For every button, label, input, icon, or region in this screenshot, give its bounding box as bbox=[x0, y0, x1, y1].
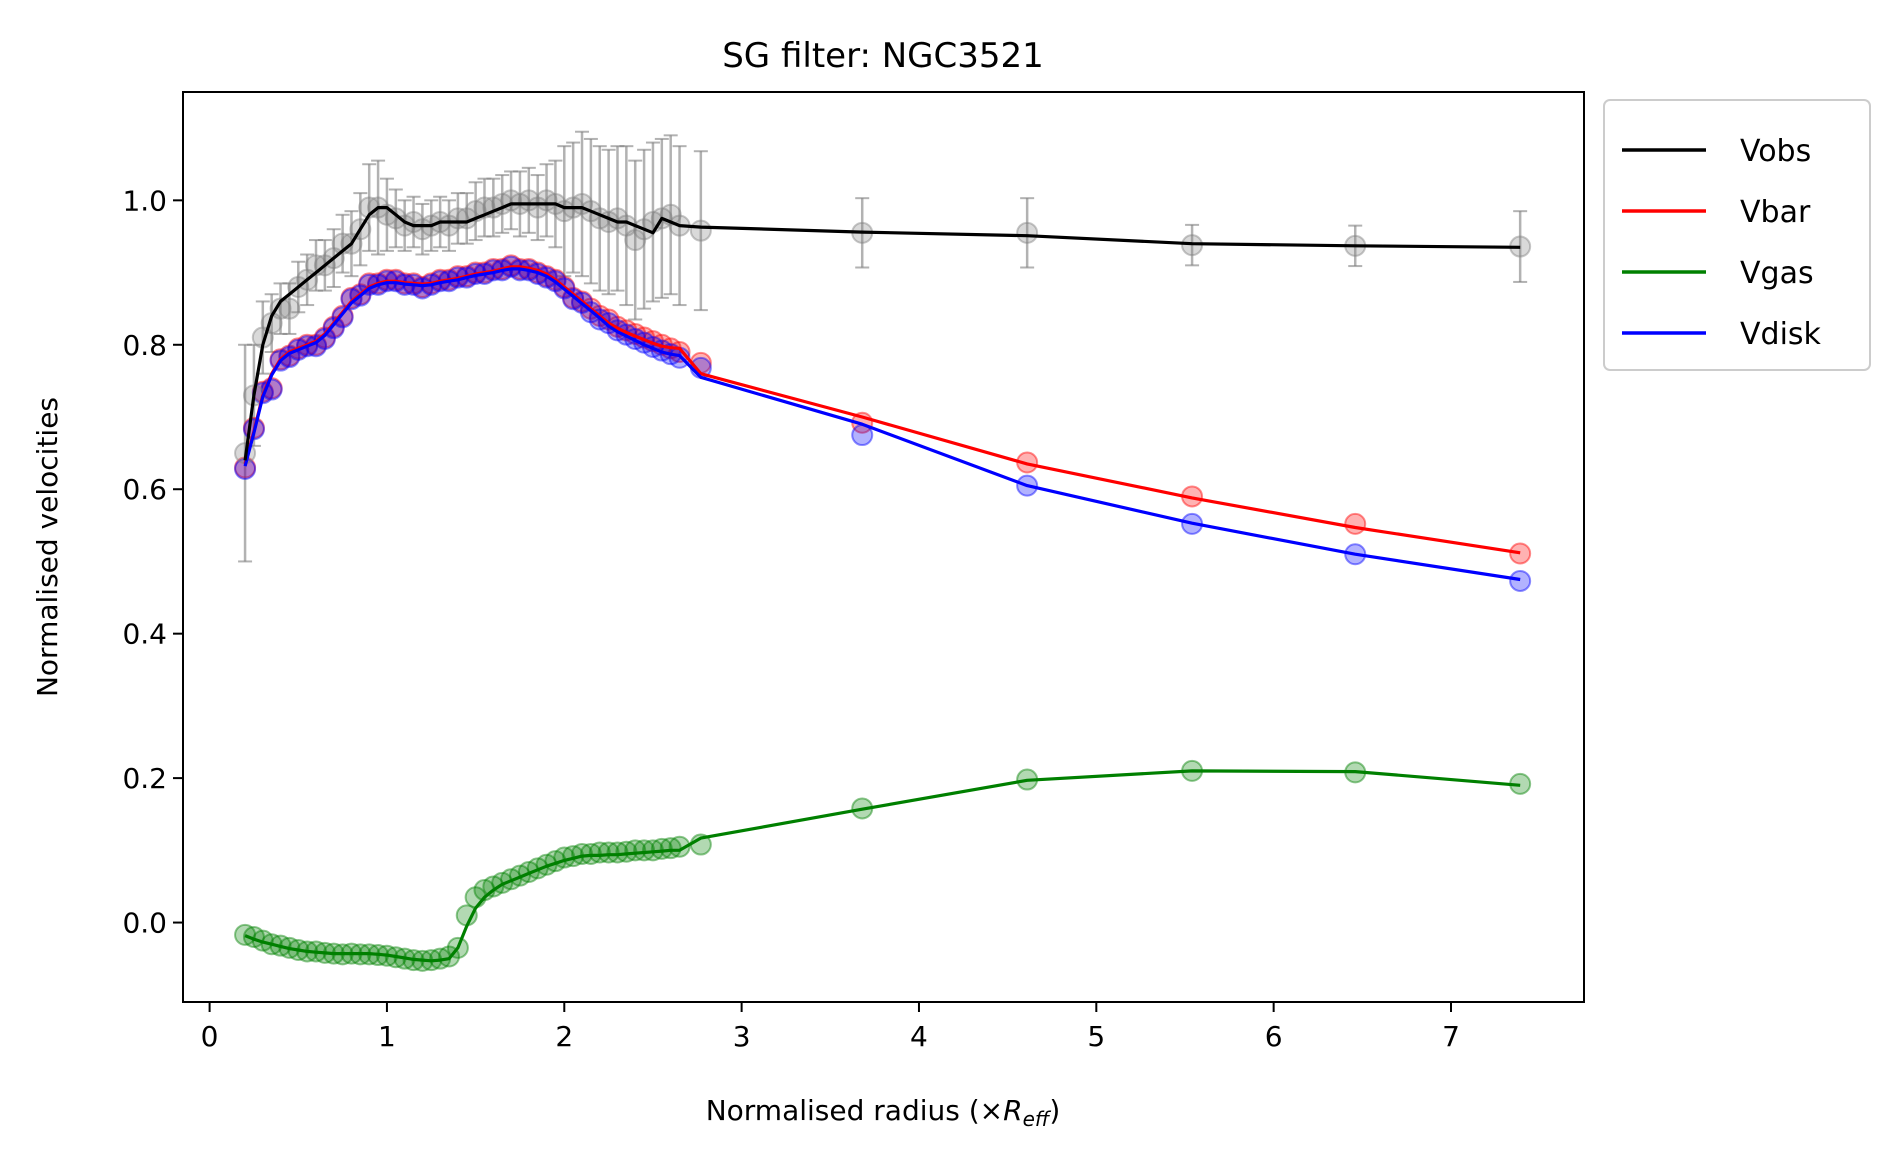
vobs-line bbox=[243, 202, 1521, 461]
y-tick-label: 0.0 bbox=[122, 907, 167, 940]
legend-label-vobs: Vobs bbox=[1740, 134, 1811, 169]
vobs-point bbox=[1016, 221, 1039, 244]
x-tick-label: 7 bbox=[1442, 1020, 1460, 1053]
vgas-line bbox=[244, 769, 1521, 963]
plot-area bbox=[234, 130, 1532, 972]
legend-label-vdisk: Vdisk bbox=[1740, 317, 1822, 352]
x-tick-label: 6 bbox=[1265, 1020, 1283, 1053]
vdisk-line bbox=[243, 267, 1521, 582]
x-tick-label: 4 bbox=[910, 1020, 928, 1053]
vbar-point bbox=[340, 286, 363, 309]
vobs-point bbox=[278, 297, 301, 320]
y-axis-label: Normalised velocities bbox=[31, 397, 64, 697]
y-tick-label: 0.4 bbox=[122, 618, 167, 651]
y-axis-ticks: 0.0 0.2 0.4 0.6 0.8 1.0 bbox=[122, 184, 183, 940]
vobs-point bbox=[269, 297, 292, 320]
x-axis-label-suffix: ) bbox=[1049, 1094, 1060, 1127]
legend: Vobs Vbar Vgas Vdisk bbox=[1603, 99, 1871, 371]
vgas-point bbox=[597, 841, 620, 864]
x-tick-label: 3 bbox=[733, 1020, 751, 1053]
vbar-line bbox=[243, 265, 1521, 555]
vobs-point bbox=[689, 219, 712, 242]
vdisk-point bbox=[1509, 569, 1532, 592]
y-tick-label: 0.2 bbox=[122, 762, 167, 795]
x-axis-label-prefix: Normalised radius (× bbox=[706, 1094, 1003, 1127]
chart-title: SG filter: NGC3521 bbox=[722, 36, 1044, 76]
data-points bbox=[234, 189, 1532, 972]
x-axis-label-var: R bbox=[1003, 1094, 1022, 1127]
x-tick-label: 1 bbox=[378, 1020, 396, 1053]
vgas-point bbox=[482, 875, 505, 898]
x-axis-label-sub: eff bbox=[1023, 1107, 1052, 1131]
x-tick-label: 5 bbox=[1087, 1020, 1105, 1053]
y-tick-label: 1.0 bbox=[122, 184, 167, 217]
error-bars bbox=[238, 130, 1528, 563]
vgas-point bbox=[234, 923, 257, 946]
plot-frame bbox=[182, 91, 1585, 1003]
y-tick-label: 0.8 bbox=[122, 329, 167, 362]
y-tick-label: 0.6 bbox=[122, 473, 167, 506]
vbar-point bbox=[1509, 542, 1532, 565]
legend-label-vgas: Vgas bbox=[1740, 256, 1814, 291]
x-axis-label: Normalised radius (×Reff) bbox=[706, 1094, 1061, 1131]
legend-label-vbar: Vbar bbox=[1740, 195, 1811, 230]
legend-frame bbox=[1603, 99, 1871, 371]
vbar-point bbox=[1344, 512, 1367, 535]
x-axis-ticks: 0 1 2 3 4 5 6 7 bbox=[201, 1002, 1460, 1053]
vdisk-point bbox=[340, 288, 363, 311]
vgas-point bbox=[588, 841, 611, 864]
vbar-point bbox=[313, 326, 336, 349]
vobs-point bbox=[624, 229, 647, 252]
x-tick-label: 0 bbox=[201, 1020, 219, 1053]
x-tick-label: 2 bbox=[555, 1020, 573, 1053]
vobs-point bbox=[384, 207, 407, 230]
vdisk-point bbox=[313, 328, 336, 350]
series-lines bbox=[243, 202, 1521, 963]
vgas-point bbox=[624, 839, 647, 862]
